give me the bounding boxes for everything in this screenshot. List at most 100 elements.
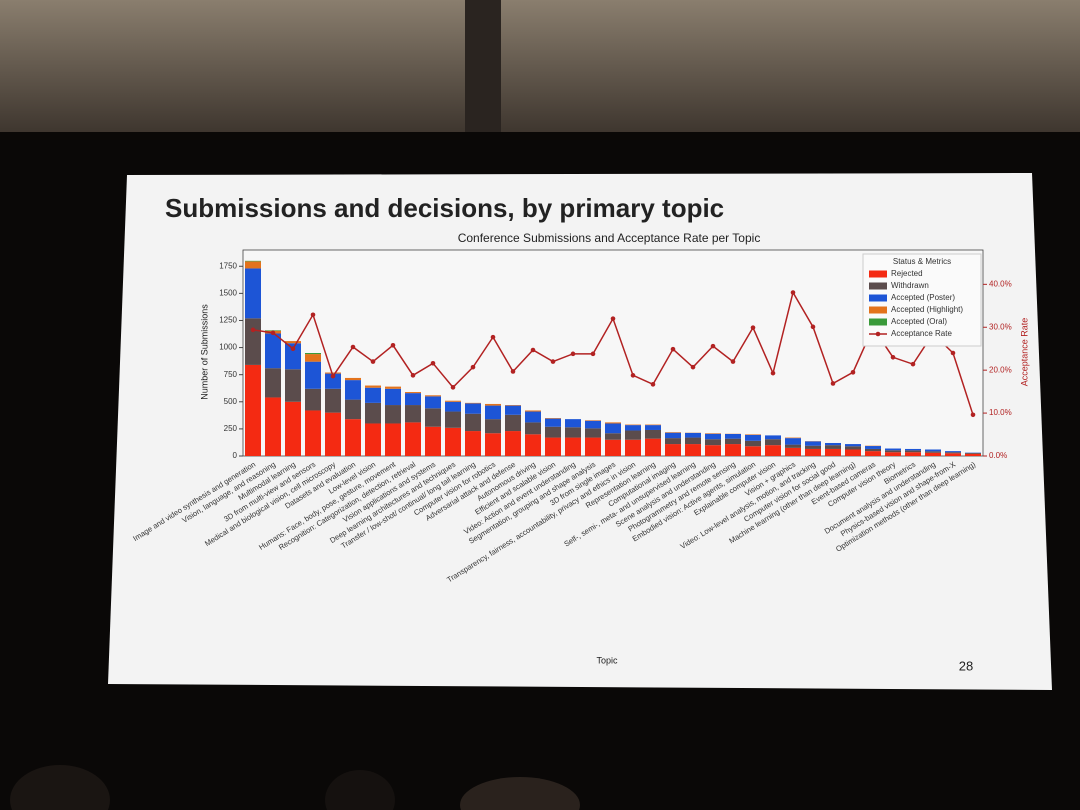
- bar-segment: [965, 452, 981, 454]
- bar-segment: [745, 434, 761, 435]
- bar-segment: [365, 387, 381, 403]
- rate-point: [950, 350, 956, 356]
- y-tick-label: 1000: [219, 343, 237, 352]
- bar-segment: [905, 450, 921, 453]
- bar-segment: [485, 405, 501, 420]
- rate-point: [350, 344, 356, 350]
- bar-segment: [705, 439, 721, 446]
- y-tick-label: 250: [224, 424, 238, 433]
- bar-segment: [345, 399, 361, 420]
- bar-segment: [265, 330, 281, 331]
- bar-segment: [505, 405, 521, 415]
- rate-point: [590, 351, 596, 357]
- bar-segment: [425, 426, 441, 456]
- legend-label: Rejected: [891, 269, 923, 278]
- bar-segment: [865, 451, 881, 456]
- legend-swatch: [869, 318, 887, 326]
- rate-point: [490, 334, 496, 340]
- bar-segment: [545, 426, 561, 438]
- y2-axis-label: Acceptance Rate: [1019, 318, 1029, 387]
- y-tick-label: 500: [224, 397, 238, 406]
- bar-segment: [545, 437, 561, 456]
- bar-segment: [565, 437, 581, 456]
- bar-segment: [585, 437, 601, 456]
- bar-segment: [285, 369, 301, 402]
- rate-point: [510, 369, 516, 374]
- bar-segment: [385, 423, 401, 456]
- bar-segment: [705, 433, 721, 440]
- bar-segment: [905, 452, 921, 456]
- bar-segment: [885, 448, 901, 451]
- bar-segment: [565, 427, 581, 438]
- bar-segment: [525, 411, 541, 423]
- audience: [10, 765, 110, 810]
- bar-segment: [545, 418, 561, 419]
- bar-segment: [325, 412, 341, 456]
- bar-segment: [925, 452, 941, 456]
- bar-segment: [605, 423, 621, 434]
- bar-segment: [385, 388, 401, 406]
- bar-segment: [265, 368, 281, 398]
- rate-point: [630, 373, 636, 378]
- bar-segment: [785, 437, 801, 439]
- bar-segment: [305, 353, 321, 355]
- bar-segment: [745, 446, 761, 456]
- bar-segment: [405, 422, 421, 456]
- y2-tick-label: 10.0%: [989, 408, 1012, 417]
- y-tick-label: 0: [233, 451, 238, 460]
- bar-segment: [245, 318, 261, 365]
- bar-segment: [385, 405, 401, 424]
- bar-segment: [485, 419, 501, 434]
- bar-segment: [865, 446, 881, 449]
- rate-point: [390, 342, 396, 348]
- bar-segment: [245, 260, 261, 262]
- legend-swatch: [875, 331, 881, 337]
- legend-swatch: [869, 306, 887, 314]
- bar-segment: [405, 405, 421, 423]
- rate-point: [370, 359, 376, 364]
- bar-segment: [245, 268, 261, 319]
- bar-segment: [465, 431, 481, 456]
- y-tick-label: 1750: [219, 261, 237, 270]
- bar-segment: [625, 424, 641, 426]
- chart-title: Conference Submissions and Acceptance Ra…: [458, 231, 761, 245]
- rate-point: [750, 325, 756, 330]
- bar-segment: [545, 418, 561, 427]
- bar-segment: [665, 438, 681, 445]
- bar-segment: [945, 452, 961, 454]
- bar-segment: [645, 429, 661, 439]
- bar-segment: [725, 438, 741, 445]
- bar-segment: [405, 392, 421, 394]
- bar-segment: [905, 448, 921, 451]
- legend-swatch: [869, 282, 887, 290]
- bar-segment: [425, 395, 441, 397]
- bar-segment: [705, 445, 721, 456]
- bar-segment: [505, 405, 521, 406]
- bar-segment: [785, 447, 801, 456]
- bar-segment: [865, 448, 881, 452]
- bar-segment: [485, 433, 501, 456]
- bar-segment: [705, 433, 721, 434]
- rate-point: [970, 412, 976, 418]
- legend-swatch: [869, 294, 887, 302]
- bar-segment: [825, 442, 841, 446]
- bar-segment: [605, 433, 621, 440]
- bar-segment: [685, 437, 701, 445]
- bar-segment: [625, 439, 641, 456]
- legend-swatch: [869, 270, 887, 278]
- bar-segment: [325, 372, 341, 374]
- bar-segment: [585, 420, 601, 429]
- legend-label: Accepted (Highlight): [891, 305, 963, 314]
- audience: [460, 777, 580, 810]
- bar-segment: [785, 444, 801, 448]
- bar-segment: [525, 410, 541, 412]
- rate-point: [310, 312, 316, 318]
- bar-segment: [645, 424, 661, 426]
- bar-segment: [725, 433, 741, 439]
- bar-segment: [765, 435, 781, 440]
- rate-point: [910, 361, 916, 367]
- bar-segment: [445, 427, 461, 456]
- bar-segment: [645, 438, 661, 456]
- bar-segment: [805, 445, 821, 449]
- y-tick-label: 1250: [219, 316, 237, 325]
